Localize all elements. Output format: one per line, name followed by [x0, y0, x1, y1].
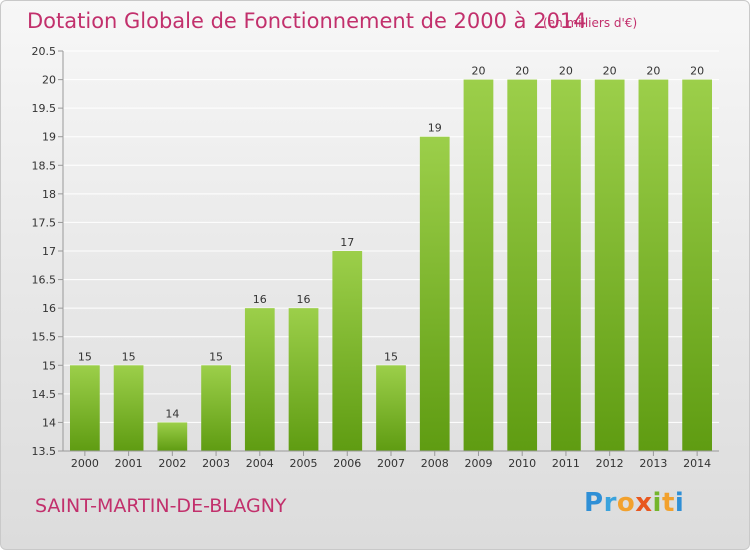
x-tick-label: 2000	[71, 457, 99, 470]
logo-letter: i	[674, 488, 685, 518]
bar	[376, 365, 406, 451]
y-tick-label: 17	[42, 245, 56, 258]
y-tick-label: 19	[42, 131, 56, 144]
bar	[682, 79, 713, 452]
y-tick-label: 18.5	[32, 159, 57, 172]
bar	[507, 79, 538, 452]
x-tick-label: 2006	[333, 457, 361, 470]
bar-value-label: 20	[603, 65, 617, 78]
bar	[332, 251, 363, 451]
logo-letter: r	[603, 488, 617, 518]
y-tick-label: 15.5	[32, 331, 57, 344]
bar	[201, 365, 231, 451]
bar	[288, 308, 319, 451]
y-tick-label: 20	[42, 74, 56, 87]
bar-value-label: 15	[122, 350, 136, 363]
axes: 13.5 14 14.5 15 15.5 16 16.5 17 17.5 18 18.5 19 19.5…	[32, 45, 719, 470]
x-tick-label: 2008	[421, 457, 449, 470]
y-tick-label: 13.5	[32, 445, 57, 458]
bar	[69, 365, 100, 451]
bar-value-label: 17	[340, 236, 354, 249]
bar-value-label: 14	[165, 407, 179, 420]
bar-value-label: 15	[209, 350, 223, 363]
bar	[113, 365, 144, 451]
x-tick-label: 2002	[158, 457, 186, 470]
x-tick-label: 2010	[508, 457, 536, 470]
y-tick-label: 17.5	[32, 216, 57, 229]
logo-letter: x	[635, 488, 653, 518]
x-tick-label: 2014	[683, 457, 711, 470]
y-tick-label: 19.5	[32, 102, 57, 115]
bars: 15 15 14 15 16 16 17 15 19 20 20 20 20 20 20	[69, 65, 713, 452]
x-tick-label: 2009	[464, 457, 492, 470]
commune-name: SAINT-MARTIN-DE-BLAGNY	[35, 495, 287, 517]
bar-value-label: 20	[690, 65, 704, 78]
bar	[419, 136, 450, 451]
bar	[157, 422, 188, 451]
logo-letter: o	[616, 488, 636, 518]
y-tick-label: 15	[42, 359, 56, 372]
x-tick-label: 2011	[552, 457, 580, 470]
x-tick-label: 2013	[639, 457, 667, 470]
bar-value-label: 20	[646, 65, 660, 78]
bar	[638, 79, 669, 452]
x-tick-label: 2004	[246, 457, 274, 470]
x-tick-label: 2007	[377, 457, 405, 470]
y-tick-label: 18	[42, 188, 56, 201]
x-tick-label: 2005	[290, 457, 318, 470]
bar-value-label: 15	[78, 350, 92, 363]
bar-value-label: 20	[559, 65, 573, 78]
bar	[463, 79, 494, 452]
bar-value-label: 15	[384, 350, 398, 363]
bar-value-label: 19	[428, 122, 442, 135]
x-tick-label: 2012	[596, 457, 624, 470]
bar	[594, 79, 625, 452]
proxiti-logo: Proxiti	[584, 488, 684, 518]
logo-letter: P	[584, 488, 604, 518]
x-tick-label: 2003	[202, 457, 230, 470]
y-tick-label: 14	[42, 416, 56, 429]
chart-subtitle: (en milliers d'€)	[543, 16, 638, 30]
bar-value-label: 20	[515, 65, 529, 78]
logo-letter: i	[652, 488, 662, 518]
bar-chart: 15 15 14 15 16 16 17 15 19 20 20 20 20 20 20 13.5 14 14.…	[32, 45, 719, 470]
bar	[551, 79, 581, 452]
bar-value-label: 16	[297, 293, 311, 306]
y-tick-label: 16.5	[32, 274, 57, 287]
logo-letter: t	[661, 488, 675, 518]
x-tick-label: 2001	[115, 457, 143, 470]
bar	[244, 308, 275, 451]
chart-title: Dotation Globale de Fonctionnement de 20…	[27, 9, 587, 33]
y-tick-label: 20.5	[32, 45, 57, 58]
bar-value-label: 16	[253, 293, 267, 306]
y-tick-label: 14.5	[32, 388, 57, 401]
bar-value-label: 20	[471, 65, 485, 78]
y-tick-label: 16	[42, 302, 56, 315]
